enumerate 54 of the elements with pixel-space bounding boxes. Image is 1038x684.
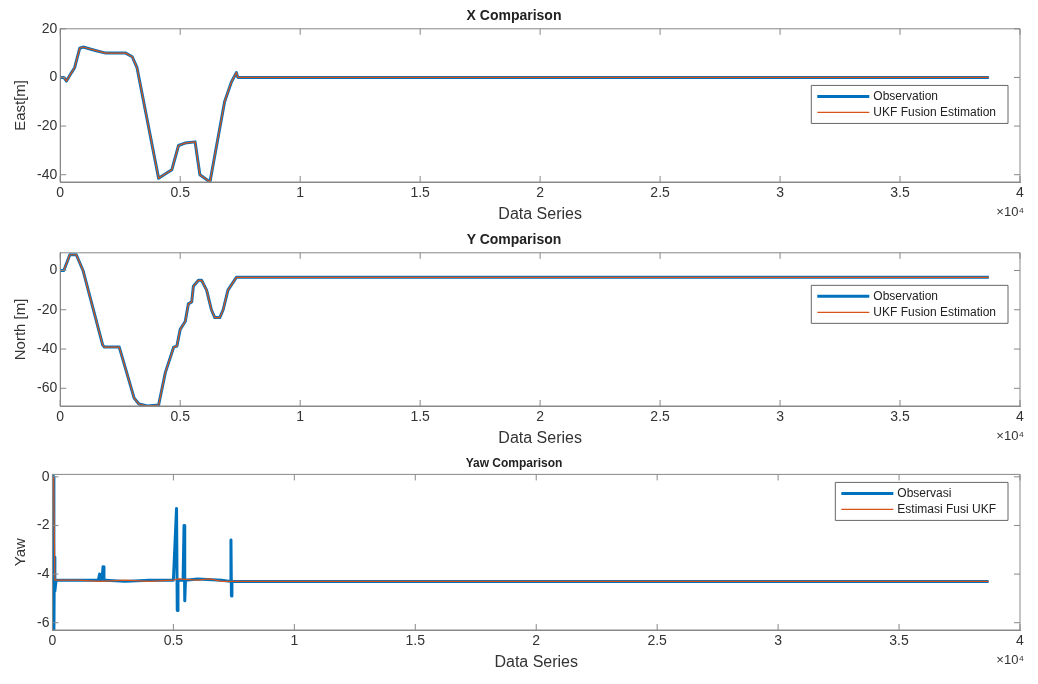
y-tick-label: -60 bbox=[37, 379, 58, 396]
x-tick-label: 4 bbox=[1016, 632, 1025, 649]
x-tick-label: 2.5 bbox=[650, 408, 671, 425]
y-tick-label: -20 bbox=[37, 116, 58, 133]
y-tick-label: 0 bbox=[49, 261, 58, 278]
y-tick-label: -6 bbox=[37, 613, 50, 630]
text: ×10⁴ bbox=[996, 204, 1024, 220]
x-axis-title: Data Series bbox=[498, 428, 582, 446]
x-tick-label: 1 bbox=[290, 632, 299, 649]
y-tick-label: -40 bbox=[37, 165, 58, 182]
x-tick-label: 0.5 bbox=[163, 632, 184, 649]
x-tick-label: 1.5 bbox=[410, 184, 431, 201]
x-tick-label: 2.5 bbox=[650, 184, 671, 201]
y-tick-label: 20 bbox=[41, 19, 58, 36]
x-tick-label: 3 bbox=[776, 184, 785, 201]
text: ×10⁴ bbox=[996, 428, 1024, 444]
legend-label: Observation bbox=[873, 288, 938, 303]
y-axis-title: East[m] bbox=[11, 79, 29, 131]
x-tick-label: 2 bbox=[536, 184, 545, 201]
legend-label: UKF Fusion Estimation bbox=[873, 304, 997, 319]
x-tick-label: 3.5 bbox=[889, 632, 909, 649]
x-tick-label: 0.5 bbox=[170, 184, 191, 201]
x-tick-label: 2 bbox=[536, 408, 545, 425]
y-tick-label: -40 bbox=[37, 339, 58, 356]
chart-title: Y Comparison bbox=[466, 231, 562, 248]
x-tick-label: 2 bbox=[532, 632, 541, 649]
x-tick-label: 1.5 bbox=[405, 632, 426, 649]
x-tick-label: 1.5 bbox=[410, 408, 431, 425]
x-tick-label: 3 bbox=[774, 632, 783, 649]
chart-title: Yaw Comparison bbox=[465, 455, 563, 470]
x-tick-label: 4 bbox=[1016, 184, 1025, 201]
text: ×10⁴ bbox=[996, 652, 1024, 668]
legend-label: Observation bbox=[873, 88, 938, 103]
x-tick-label: 1 bbox=[296, 408, 305, 425]
y-tick-label: 0 bbox=[49, 68, 58, 85]
y-tick-label: -20 bbox=[37, 300, 58, 317]
y-axis-title: North [m] bbox=[11, 298, 29, 361]
x-tick-label: 3 bbox=[776, 408, 785, 425]
x-axis-title: Data Series bbox=[498, 204, 582, 222]
x-tick-label: 0.5 bbox=[170, 408, 191, 425]
y-tick-label: 0 bbox=[41, 467, 50, 484]
legend-label: Observasi bbox=[897, 485, 952, 500]
x-tick-label: 3.5 bbox=[890, 408, 910, 425]
legend-label: Estimasi Fusi UKF bbox=[897, 501, 997, 516]
x-tick-label: 4 bbox=[1016, 408, 1025, 425]
y-axis-title: Yaw bbox=[11, 538, 29, 567]
x-tick-label: 1 bbox=[296, 184, 305, 201]
legend-label: UKF Fusion Estimation bbox=[873, 104, 997, 119]
x-axis-title: Data Series bbox=[494, 652, 579, 670]
y-tick-label: -2 bbox=[37, 516, 50, 533]
y-tick-label: -4 bbox=[37, 564, 50, 581]
chart-title: X Comparison bbox=[466, 7, 562, 24]
x-tick-label: 3.5 bbox=[890, 184, 910, 201]
x-tick-label: 2.5 bbox=[647, 632, 668, 649]
